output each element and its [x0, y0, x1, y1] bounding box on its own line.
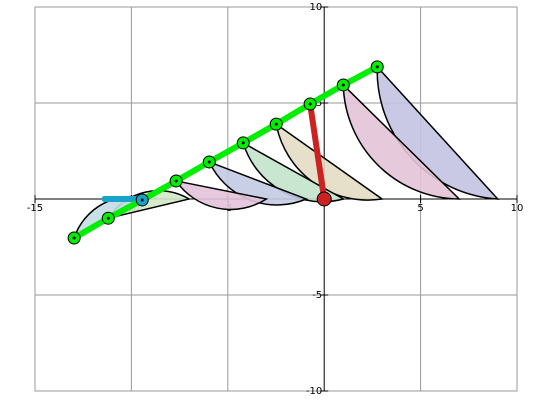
y-tick-label: -5: [312, 290, 322, 301]
joint-pin: [207, 160, 211, 164]
x-tick-label: -15: [27, 203, 43, 214]
lobe: [342, 83, 462, 200]
x-tick-label: 5: [417, 203, 423, 214]
y-tick-label: 5: [316, 98, 322, 109]
joint-pin: [375, 65, 379, 69]
joint-pin: [308, 102, 312, 106]
joint-pin: [241, 141, 245, 145]
crank-pivot: [316, 191, 332, 207]
joint-pin: [341, 83, 345, 87]
joint-pin: [174, 179, 178, 183]
joint-pin: [106, 216, 110, 220]
lobe: [174, 179, 269, 211]
crank-link: [307, 100, 328, 202]
joint-pin: [72, 236, 76, 240]
joint-pin: [140, 198, 144, 202]
joint-pin: [274, 122, 278, 126]
x-tick-label: 10: [511, 203, 524, 214]
chain: [72, 64, 379, 241]
y-tick-label: -10: [306, 386, 322, 397]
y-tick-label: 10: [309, 2, 322, 13]
